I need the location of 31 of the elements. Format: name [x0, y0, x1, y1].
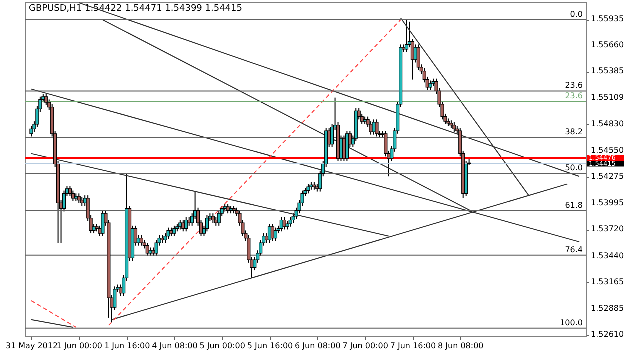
- annotation: 23.6: [565, 92, 583, 101]
- annotation: 100.0: [560, 318, 583, 328]
- y-tick-label: 1.53440: [591, 251, 624, 260]
- y-tick-label: 1.54275: [591, 172, 624, 182]
- x-tick-label: 7 Jun 00:00: [342, 342, 388, 350]
- x-tick-label: 5 Jun 16:00: [247, 342, 294, 350]
- x-tick-label: 4 Jun 08:00: [152, 342, 198, 350]
- annotation: 23.6: [565, 81, 583, 90]
- annotation: 61.8: [565, 200, 583, 210]
- x-tick-label: 1 Jun 16:00: [104, 342, 150, 350]
- annotation: 50.0: [565, 164, 583, 173]
- y-tick-label: 1.52885: [591, 304, 624, 313]
- y-tick-label: 1.52610: [591, 330, 624, 340]
- y-tick-label: 1.54830: [591, 119, 624, 128]
- annotation: 38.2: [565, 128, 583, 137]
- y-tick-label: 1.54550: [591, 146, 624, 155]
- y-tick-label: 1.53165: [591, 277, 624, 286]
- x-tick-label: 6 Jun 08:00: [295, 342, 341, 350]
- y-tick-label: 1.55660: [591, 40, 624, 50]
- x-tick-label: 8 Jun 08:00: [438, 342, 484, 350]
- y-tick-label: 1.55109: [591, 92, 624, 102]
- y-tick-label: 1.55385: [591, 66, 624, 76]
- x-tick-label: 7 Jun 16:00: [390, 342, 436, 350]
- x-tick-label: 31 May 2012: [6, 342, 58, 350]
- annotation: 0.0: [570, 10, 583, 20]
- y-tick-label: 1.53995: [591, 198, 624, 208]
- x-tick-label: 5 Jun 00:00: [200, 342, 246, 350]
- x-tick-label: 1 Jun 00:00: [56, 342, 103, 350]
- y-tick-label: 1.55935: [591, 14, 624, 24]
- y-tick-label: 1.53720: [591, 224, 624, 234]
- annotation: 76.4: [565, 245, 583, 254]
